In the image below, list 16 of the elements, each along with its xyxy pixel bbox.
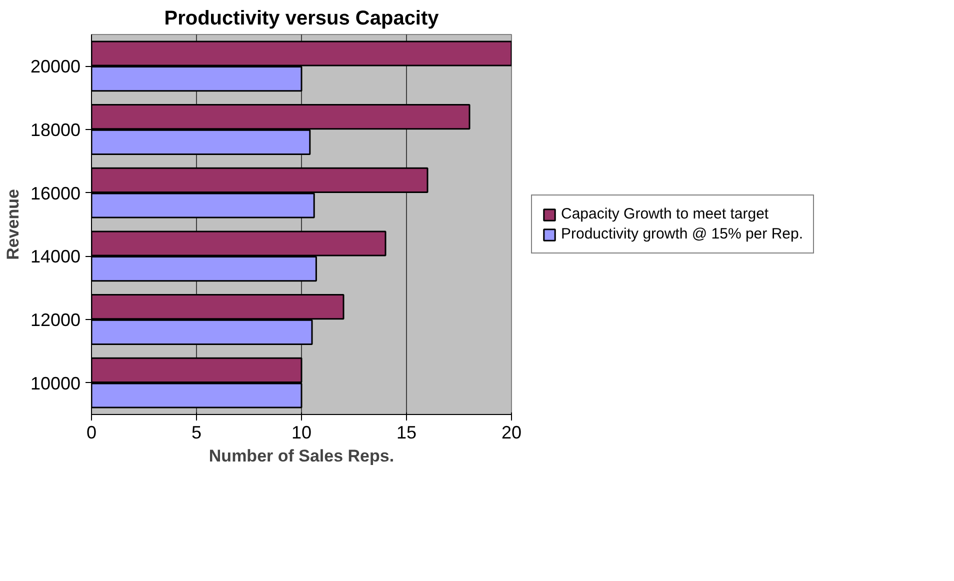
x-tick-label: 0 — [86, 422, 97, 442]
y-tick-label: 16000 — [30, 183, 81, 204]
y-tick-label: 14000 — [30, 246, 81, 267]
legend-label: Productivity growth @ 15% per Rep. — [561, 226, 803, 242]
y-tick-label: 18000 — [30, 120, 81, 140]
x-tick-label: 15 — [396, 422, 417, 442]
x-tick-label: 20 — [501, 422, 522, 442]
legend-label: Capacity Growth to meet target — [561, 206, 769, 222]
x-axis-title: Number of Sales Reps. — [208, 446, 394, 466]
x-tick-label: 5 — [191, 422, 202, 442]
y-tick-label: 12000 — [30, 310, 81, 330]
y-tick-label: 10000 — [30, 373, 81, 394]
x-tick-label: 10 — [291, 422, 312, 442]
chart-title: Productivity versus Capacity — [164, 8, 440, 30]
y-axis-title: Revenue — [3, 189, 22, 260]
y-tick-label: 20000 — [30, 56, 81, 77]
